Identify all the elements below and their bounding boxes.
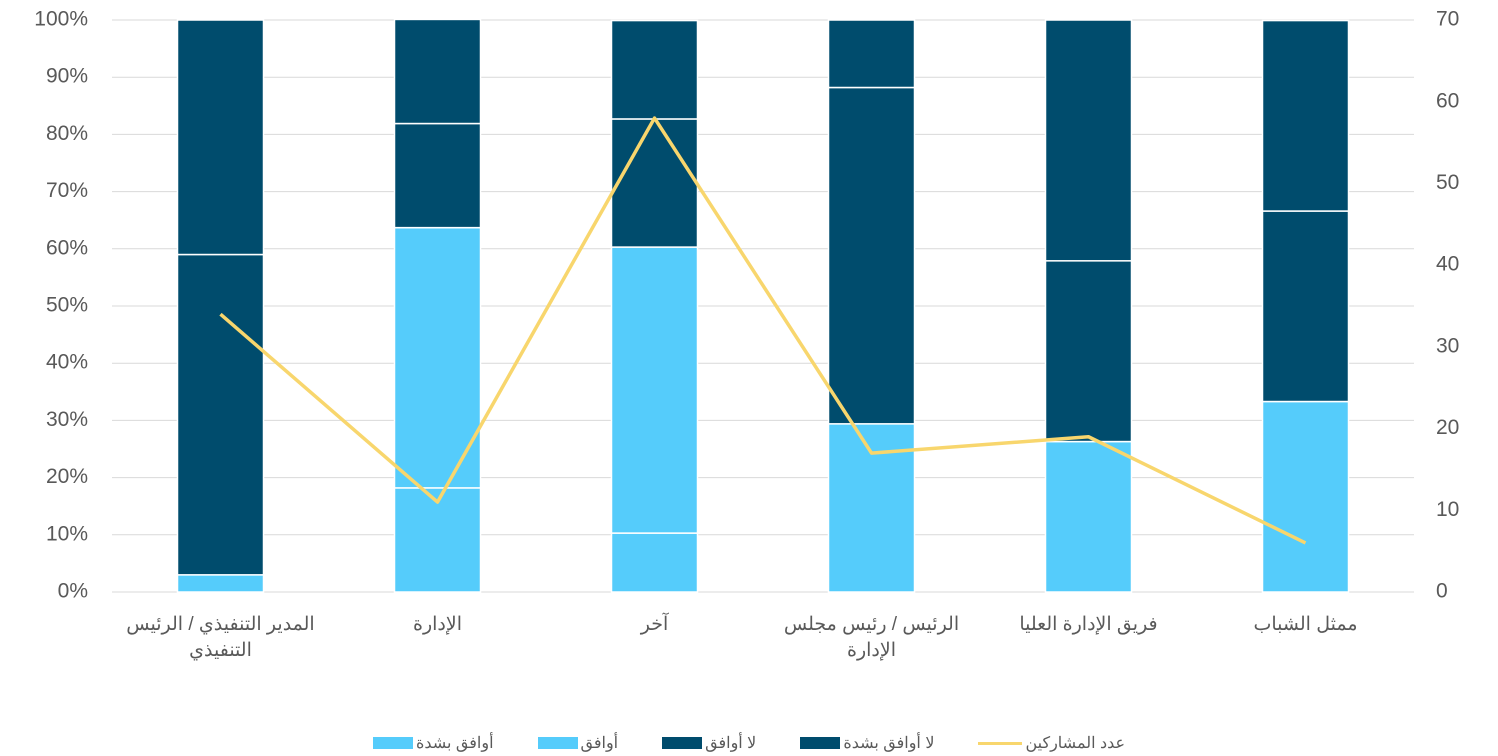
y2-tick-label: 70 [1436, 8, 1459, 31]
legend-item: أوافق [537, 733, 619, 753]
legend-swatch [372, 737, 413, 749]
legend-swatch [662, 737, 703, 749]
legend-item: لا أوافق بشدة [800, 733, 934, 753]
bar-segment [610, 532, 699, 593]
y2-tick-label: 50 [1436, 171, 1459, 194]
y-tick-label: 70% [46, 179, 88, 202]
bar-segment [393, 18, 482, 125]
x-tick-label: الرئيس / رئيس مجلس الإدارة [783, 614, 960, 661]
y2-tick-label: 30 [1436, 334, 1459, 357]
legend-item: عدد المشاركين [978, 733, 1125, 753]
y-tick-label: 0% [58, 580, 88, 603]
y-tick-label: 80% [46, 122, 88, 145]
legend-label: عدد المشاركين [1025, 735, 1126, 752]
bar-segment [610, 246, 699, 534]
y-tick-label: 10% [46, 522, 88, 545]
bar-segment [176, 574, 265, 593]
bar-segment [1044, 440, 1133, 593]
legend-swatch [537, 737, 578, 749]
bar-segment [610, 118, 699, 248]
y2-tick-label: 10 [1436, 498, 1459, 521]
legend-label: أوافق بشدة [415, 735, 494, 752]
bar-segment [1261, 400, 1350, 593]
legend-label: أوافق [580, 735, 619, 752]
y-tick-label: 60% [46, 236, 88, 259]
y2-tick-label: 0 [1436, 580, 1448, 603]
x-tick-label: آخر [640, 614, 669, 635]
bar-segment [1261, 19, 1350, 212]
y2-tick-label: 20 [1436, 416, 1459, 439]
y-tick-label: 20% [46, 465, 88, 488]
bar-segment [393, 122, 482, 229]
bar-segment [393, 226, 482, 489]
x-tick-label: ممثل الشباب [1253, 614, 1358, 635]
legend: أوافق بشدة أوافق لا أوافق لا أوافق بشدة عدد … [0, 733, 1498, 753]
bar-segment [1261, 210, 1350, 403]
bar-segment [827, 19, 916, 89]
y-tick-label: 30% [46, 408, 88, 431]
bar-segment [1044, 19, 1133, 262]
y-tick-label: 90% [46, 65, 88, 88]
bar-segment [1044, 260, 1133, 443]
bar-segment [393, 487, 482, 593]
legend-swatch [800, 737, 841, 749]
bar-segment [827, 423, 916, 593]
y2-tick-label: 40 [1436, 253, 1459, 276]
legend-label: لا أوافق بشدة [843, 735, 935, 752]
y-tick-label: 50% [46, 294, 88, 317]
x-tick-label: فريق الإدارة العليا [1019, 614, 1158, 635]
legend-line [978, 741, 1023, 745]
bar-segment [610, 19, 699, 120]
line-series [219, 116, 1307, 545]
bar-segment [827, 86, 916, 425]
y-tick-label: 40% [46, 351, 88, 374]
x-tick-label: الإدارة [413, 614, 462, 635]
legend-item: لا أوافق [662, 733, 756, 753]
bar-segment [176, 253, 265, 576]
bar-segment [176, 19, 265, 256]
legend-item: أوافق بشدة [372, 733, 494, 753]
y2-tick-label: 60 [1436, 89, 1459, 112]
x-tick-label: المدير التنفيذي / الرئيس التنفيذي [126, 614, 315, 661]
legend-label: لا أوافق [705, 735, 757, 752]
y-tick-label: 100% [34, 8, 88, 31]
